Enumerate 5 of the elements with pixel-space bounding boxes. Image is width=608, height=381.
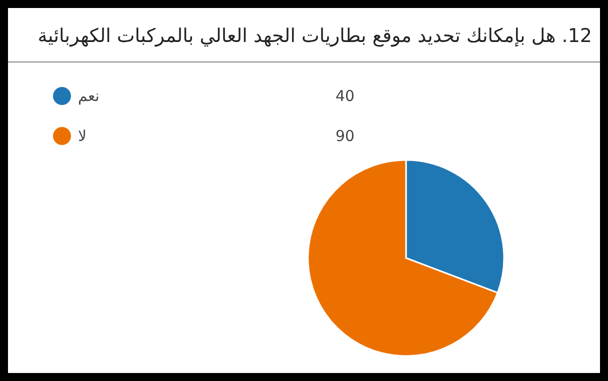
legend-label: نعم: [78, 87, 100, 105]
legend-label: لا: [78, 127, 87, 145]
data-label: 90: [335, 127, 355, 145]
chart-title: 12. هل بإمكانك تحديد موقع بطاريات الجهد العالي بالمركبات الكهربائية: [38, 25, 592, 47]
data-label: 40: [335, 87, 355, 105]
